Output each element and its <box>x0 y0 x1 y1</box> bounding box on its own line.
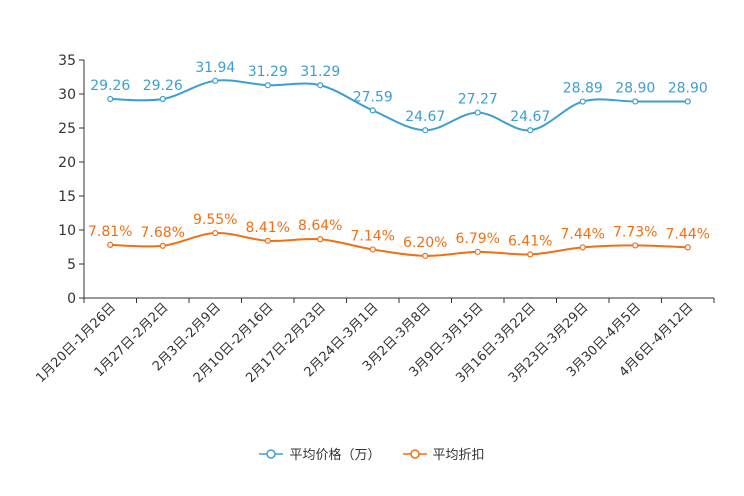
data-label: 29.26 <box>90 78 130 94</box>
data-point <box>159 95 166 103</box>
y-tick-label: 5 <box>67 257 76 273</box>
data-point <box>317 82 324 89</box>
data-point <box>212 77 219 84</box>
data-label: 7.44% <box>666 226 710 242</box>
data-label: 7.73% <box>613 224 657 240</box>
data-label: 6.79% <box>456 231 500 247</box>
legend-line-marker-icon <box>259 448 284 459</box>
data-label: 7.44% <box>561 226 605 242</box>
y-tick-label: 10 <box>58 223 76 239</box>
data-point <box>579 244 586 251</box>
legend-item-price[interactable]: 平均价格（万） <box>259 444 381 463</box>
series-price: 29.26 29.26 31.94 31.29 31.29 27.59 24.67 27.27… <box>90 60 708 134</box>
data-point <box>632 242 639 249</box>
data-label: 6.20% <box>403 235 447 251</box>
data-label: 31.94 <box>195 60 235 76</box>
data-point <box>684 98 691 105</box>
data-label: 9.55% <box>193 212 237 228</box>
data-point <box>369 246 376 253</box>
data-label: 28.90 <box>668 80 708 96</box>
legend-label-discount: 平均折扣 <box>432 448 485 463</box>
data-label: 6.41% <box>508 233 552 249</box>
data-label: 24.67 <box>405 109 445 125</box>
data-label: 28.89 <box>563 81 603 97</box>
y-tick-label: 0 <box>67 291 76 307</box>
data-point <box>684 244 691 251</box>
series-layer: 29.26 29.26 31.94 31.29 31.29 27.59 24.67 27.27… <box>88 60 710 259</box>
data-point <box>474 248 481 255</box>
y-tick-label: 20 <box>58 155 76 171</box>
data-point <box>264 237 271 244</box>
legend-line-marker-icon <box>402 448 427 459</box>
data-point <box>264 82 271 89</box>
x-axis: 1月20日-1月26日1月27日-2月2日2月3日-2月9日2月10日-2月16… <box>33 297 715 386</box>
data-label: 28.90 <box>615 80 655 96</box>
series-line <box>110 232 688 257</box>
y-axis: 0 5 10 15 20 25 30 35 <box>58 53 85 307</box>
data-point <box>317 236 324 243</box>
data-label: 8.64% <box>298 218 342 234</box>
legend-item-discount[interactable]: 平均折扣 <box>402 444 485 463</box>
data-point <box>159 242 166 249</box>
data-point <box>527 127 534 134</box>
y-tick-label: 15 <box>58 189 76 205</box>
data-label: 27.59 <box>353 89 393 105</box>
y-tick-label: 30 <box>58 87 76 103</box>
data-point <box>107 95 114 103</box>
data-point <box>527 251 534 258</box>
data-point <box>474 109 481 116</box>
data-label: 7.68% <box>141 225 185 241</box>
data-point <box>369 107 376 114</box>
data-label: 24.67 <box>510 109 550 125</box>
y-tick-label: 35 <box>58 53 76 69</box>
data-point <box>107 241 114 248</box>
data-label: 31.29 <box>248 64 288 80</box>
data-point <box>579 98 586 105</box>
legend-label-price: 平均价格（万） <box>289 448 381 463</box>
data-label: 31.29 <box>300 64 340 80</box>
data-label: 29.26 <box>143 78 183 94</box>
series-line <box>110 79 688 132</box>
series-discount: 7.81% 7.68% 9.55% 8.41% 8.64% 7.14% 6.20% 6.79%… <box>88 212 710 259</box>
data-label: 7.81% <box>88 224 132 240</box>
line-chart: 0 5 10 15 20 25 30 35 1月20日-1月26日1月27日-2月2日2月3日… <box>33 53 715 386</box>
data-point <box>422 127 429 134</box>
data-point <box>422 252 429 259</box>
data-label: 27.27 <box>458 92 498 108</box>
data-label: 8.41% <box>246 220 290 236</box>
data-label: 7.14% <box>351 228 395 244</box>
legend: 平均价格（万） 平均折扣 <box>0 444 744 463</box>
data-point <box>632 98 639 105</box>
data-point <box>212 229 219 237</box>
y-tick-label: 25 <box>58 121 76 137</box>
